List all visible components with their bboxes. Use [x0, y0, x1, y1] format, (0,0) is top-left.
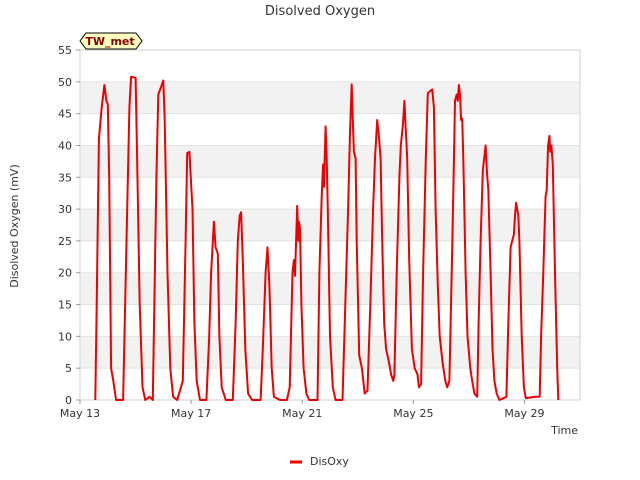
y-axis-label: Disolved Oxygen (mV): [8, 164, 21, 288]
y-tick-label: 20: [58, 267, 72, 280]
grid-band: [80, 209, 580, 241]
x-tick-label: May 25: [393, 407, 433, 420]
plot-frame: [79, 49, 581, 401]
y-tick-label: 50: [58, 76, 72, 89]
y-tick-label: 0: [65, 394, 72, 407]
x-axis-label: Time: [550, 424, 578, 437]
y-tick-label: 5: [65, 362, 72, 375]
station-badge-label: TW_met: [85, 35, 134, 48]
series-line-disoxy: [94, 75, 560, 401]
y-axis-ticks: 0 5 10 15 20 25 30 35 40 45 50 55: [58, 44, 80, 407]
station-badge-shape: [79, 32, 143, 50]
y-tick-label: 35: [58, 171, 72, 184]
y-tick-label: 10: [58, 330, 72, 343]
station-badge: TW_met: [79, 32, 143, 50]
x-tick-label: May 29: [504, 407, 544, 420]
legend: DisOxy: [290, 455, 349, 468]
y-tick-label: 45: [58, 108, 72, 121]
x-tick-label: May 13: [60, 407, 100, 420]
chart-title: Disolved Oxygen: [265, 4, 375, 19]
y-tick-label: 55: [58, 44, 72, 57]
y-tick-label: 30: [58, 203, 72, 216]
y-tick-label: 15: [58, 299, 72, 312]
x-tick-label: May 21: [282, 407, 322, 420]
y-tick-label: 25: [58, 235, 72, 248]
x-axis-ticks: May 13 May 17 May 21 May 25 May 29: [60, 400, 545, 420]
legend-label-disoxy: DisOxy: [310, 455, 349, 468]
grid-band: [80, 145, 580, 178]
grid-band: [80, 81, 580, 114]
x-tick-label: May 17: [171, 407, 211, 420]
y-tick-label: 40: [58, 139, 72, 152]
